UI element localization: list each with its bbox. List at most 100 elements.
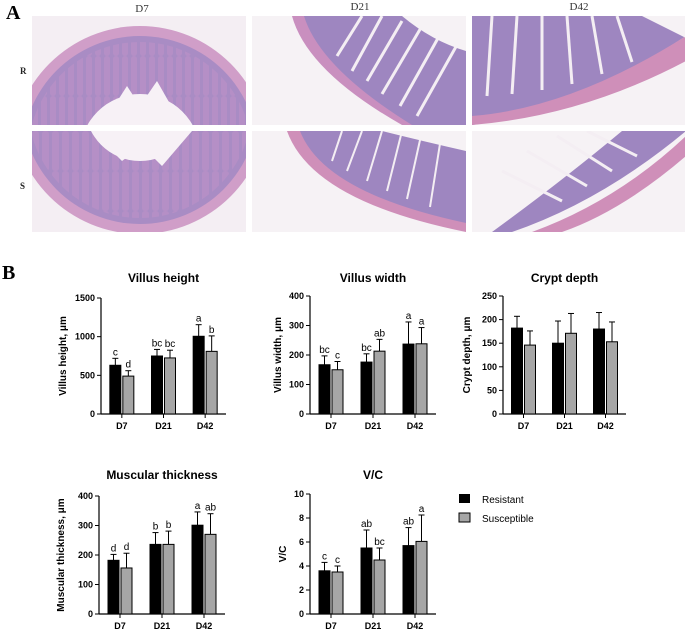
bar-susceptible	[205, 350, 218, 415]
bar-susceptible	[565, 332, 577, 415]
bar-resistant	[107, 559, 120, 615]
column-label-d7: D7	[135, 3, 149, 15]
chart-title: Villus width	[340, 271, 406, 285]
y-tick-label: 0	[299, 409, 304, 419]
bar-resistant	[402, 343, 415, 415]
y-axis-label: Crypt depth, μm	[462, 317, 473, 394]
x-tick-label: D7	[325, 621, 337, 630]
bar-resistant	[318, 364, 331, 415]
y-tick-label: 400	[289, 291, 304, 301]
histology-image-r-d7	[32, 16, 246, 125]
x-tick-label: D42	[407, 621, 424, 630]
x-tick-label: D21	[154, 621, 171, 630]
y-tick-label: 100	[289, 380, 304, 390]
chart-title: Villus height	[128, 271, 199, 285]
histology-image-r-d21	[252, 16, 466, 125]
significance-letter: ab	[361, 519, 373, 530]
significance-letter: bc	[374, 537, 385, 548]
bar-susceptible	[373, 559, 386, 615]
bar-resistant	[360, 547, 373, 615]
x-tick-label: D7	[325, 421, 337, 431]
bar-resistant	[109, 364, 122, 415]
histology-image-s-d21	[252, 131, 466, 232]
bar-resistant	[360, 361, 373, 415]
x-tick-label: D42	[197, 421, 214, 431]
column-label-d21: D21	[350, 1, 370, 13]
bar-resistant	[192, 335, 205, 415]
bar-susceptible	[122, 375, 135, 415]
significance-letter: b	[209, 325, 215, 336]
x-tick-label: D42	[196, 621, 213, 630]
bar-susceptible	[524, 344, 536, 415]
y-axis-label: V/C	[278, 546, 289, 563]
y-axis-label: Muscular thickness, μm	[56, 498, 67, 611]
y-tick-label: 200	[78, 550, 93, 560]
column-label-d42: D42	[569, 1, 589, 13]
significance-letter: a	[195, 501, 201, 512]
y-tick-label: 1000	[75, 332, 95, 342]
y-tick-label: 8	[299, 513, 304, 523]
x-tick-label: D21	[155, 421, 172, 431]
bar-resistant	[402, 545, 415, 615]
legend-label-susceptible: Susceptible	[482, 514, 534, 525]
y-tick-label: 50	[487, 385, 497, 395]
bar-susceptible	[415, 540, 428, 615]
y-tick-label: 0	[492, 409, 497, 419]
significance-letter: ab	[403, 517, 415, 528]
significance-letter: d	[126, 360, 132, 371]
significance-letter: a	[419, 317, 425, 328]
x-tick-label: D42	[597, 421, 614, 431]
histology-image-r-d42	[472, 16, 685, 125]
legend-swatch-susceptible	[458, 512, 471, 523]
bar-susceptible	[204, 533, 217, 615]
x-tick-label: D7	[114, 621, 126, 630]
y-tick-label: 300	[289, 321, 304, 331]
x-tick-label: D21	[365, 621, 382, 630]
y-tick-label: 200	[289, 350, 304, 360]
significance-letter: b	[153, 522, 159, 533]
panel-a-letter: A	[6, 2, 21, 24]
bar-susceptible	[164, 357, 176, 415]
bar-susceptible	[331, 571, 344, 615]
y-tick-label: 200	[482, 315, 497, 325]
significance-letter: c	[335, 350, 340, 361]
histology-image-s-d42	[472, 131, 685, 232]
chart-villus-width: Villus width Villus width, μm 0 100 200 300 40…	[273, 271, 436, 431]
significance-letter: ab	[205, 503, 217, 514]
significance-letter: bc	[361, 343, 372, 354]
panel-b-letter: B	[2, 262, 16, 284]
legend-label-resistant: Resistant	[482, 495, 524, 506]
y-tick-label: 100	[482, 362, 497, 372]
bar-resistant	[151, 355, 163, 415]
significance-letter: a	[419, 504, 425, 515]
chart-crypt-depth: Crypt depth Crypt depth, μm 0 50 100 150 200 25…	[462, 271, 626, 431]
y-tick-label: 6	[299, 537, 304, 547]
y-tick-label: 500	[80, 370, 95, 380]
y-tick-label: 1500	[75, 293, 95, 303]
bar-resistant	[593, 328, 605, 415]
significance-letter: c	[335, 555, 340, 566]
x-tick-label: D7	[518, 421, 530, 431]
y-tick-label: 10	[294, 489, 304, 499]
significance-letter: bc	[319, 345, 330, 356]
histology-image-s-d7	[32, 131, 246, 232]
chart-title: Muscular thickness	[106, 468, 218, 482]
bar-susceptible	[162, 543, 175, 615]
bar-resistant	[552, 342, 564, 415]
significance-letter: d	[124, 542, 130, 553]
bar-resistant	[149, 543, 162, 615]
y-tick-label: 4	[299, 561, 304, 571]
significance-letter: b	[166, 520, 172, 531]
y-tick-label: 0	[90, 409, 95, 419]
significance-letter: bc	[165, 339, 176, 350]
y-tick-label: 2	[299, 585, 304, 595]
bar-susceptible	[120, 567, 133, 615]
significance-letter: c	[113, 347, 118, 358]
legend-swatch-resistant	[459, 494, 470, 503]
y-tick-label: 300	[78, 521, 93, 531]
significance-letter: bc	[152, 338, 163, 349]
bar-susceptible	[331, 369, 344, 415]
significance-letter: a	[406, 311, 412, 322]
